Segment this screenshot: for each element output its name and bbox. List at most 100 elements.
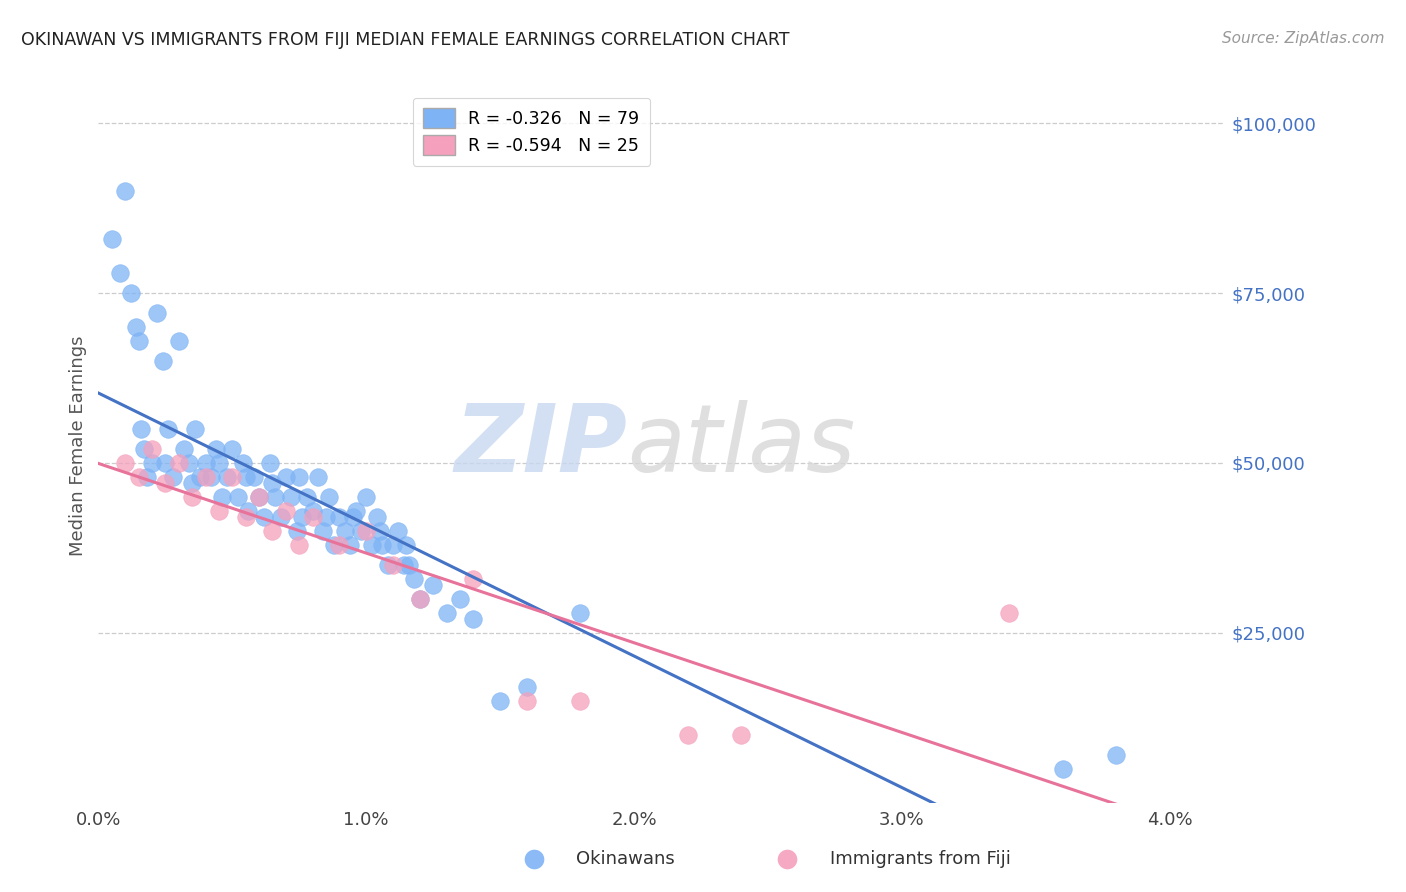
Text: Immigrants from Fiji: Immigrants from Fiji [830, 849, 1011, 868]
Point [226, 490, 249, 504]
Point [205, 442, 228, 457]
Point [221, 469, 243, 483]
Point [141, 456, 163, 470]
Text: ZIP: ZIP [454, 400, 627, 492]
Point [114, 456, 136, 470]
Point [253, 510, 276, 524]
Point [339, 537, 361, 551]
Point [101, 232, 124, 246]
Point [285, 524, 308, 538]
Point [270, 510, 292, 524]
Point [238, 503, 260, 517]
Point [436, 606, 458, 620]
Point [366, 510, 388, 524]
Point [259, 456, 281, 470]
Point [235, 510, 257, 524]
Point [173, 442, 195, 457]
Point [382, 558, 405, 572]
Point [409, 591, 432, 606]
Point [211, 490, 233, 504]
Point [264, 490, 287, 504]
Point [409, 591, 432, 606]
Point [350, 524, 373, 538]
Point [181, 490, 204, 504]
Point [141, 442, 163, 457]
Point [247, 490, 270, 504]
Point [1052, 762, 1074, 776]
Point [291, 510, 314, 524]
Point [235, 469, 257, 483]
Point [569, 606, 592, 620]
Point [371, 537, 394, 551]
Point [128, 469, 150, 483]
Point [1105, 748, 1128, 763]
Text: atlas: atlas [627, 401, 855, 491]
Point [676, 728, 699, 742]
Point [392, 558, 415, 572]
Point [312, 524, 335, 538]
Point [288, 537, 311, 551]
Point [247, 490, 270, 504]
Point [208, 503, 231, 517]
Point [262, 476, 284, 491]
Point [368, 524, 391, 538]
Point [307, 469, 329, 483]
Point [232, 456, 254, 470]
Point [730, 728, 752, 742]
Point [200, 469, 222, 483]
Point [152, 354, 174, 368]
Point [382, 537, 405, 551]
Point [242, 469, 264, 483]
Point [194, 456, 217, 470]
Point [162, 469, 184, 483]
Point [274, 503, 297, 517]
Point [463, 572, 485, 586]
Point [328, 510, 350, 524]
Point [188, 469, 211, 483]
Point [208, 456, 231, 470]
Point [301, 510, 323, 524]
Point [274, 469, 297, 483]
Point [125, 320, 148, 334]
Point [344, 503, 367, 517]
Point [280, 490, 302, 504]
Point [354, 524, 377, 538]
Point [449, 591, 471, 606]
Point [215, 469, 238, 483]
Point [333, 524, 356, 538]
Point [194, 469, 217, 483]
Point [463, 612, 485, 626]
Point [128, 334, 150, 348]
Y-axis label: Median Female Earnings: Median Female Earnings [69, 335, 87, 557]
Point [404, 572, 426, 586]
Point [135, 469, 157, 483]
Point [360, 537, 382, 551]
Point [323, 537, 346, 551]
Text: Okinawans: Okinawans [576, 849, 675, 868]
Point [395, 537, 418, 551]
Text: Source: ZipAtlas.com: Source: ZipAtlas.com [1222, 31, 1385, 46]
Point [776, 851, 799, 865]
Point [221, 442, 243, 457]
Point [179, 456, 201, 470]
Point [129, 422, 152, 436]
Point [377, 558, 399, 572]
Point [262, 524, 284, 538]
Point [155, 476, 177, 491]
Point [120, 286, 142, 301]
Point [318, 490, 340, 504]
Point [387, 524, 409, 538]
Point [422, 578, 444, 592]
Point [998, 606, 1021, 620]
Point [157, 422, 180, 436]
Point [132, 442, 155, 457]
Point [167, 334, 190, 348]
Point [181, 476, 204, 491]
Point [516, 694, 538, 708]
Point [523, 851, 546, 865]
Point [315, 510, 337, 524]
Point [354, 490, 377, 504]
Text: OKINAWAN VS IMMIGRANTS FROM FIJI MEDIAN FEMALE EARNINGS CORRELATION CHART: OKINAWAN VS IMMIGRANTS FROM FIJI MEDIAN … [21, 31, 790, 49]
Point [114, 184, 136, 198]
Point [288, 469, 311, 483]
